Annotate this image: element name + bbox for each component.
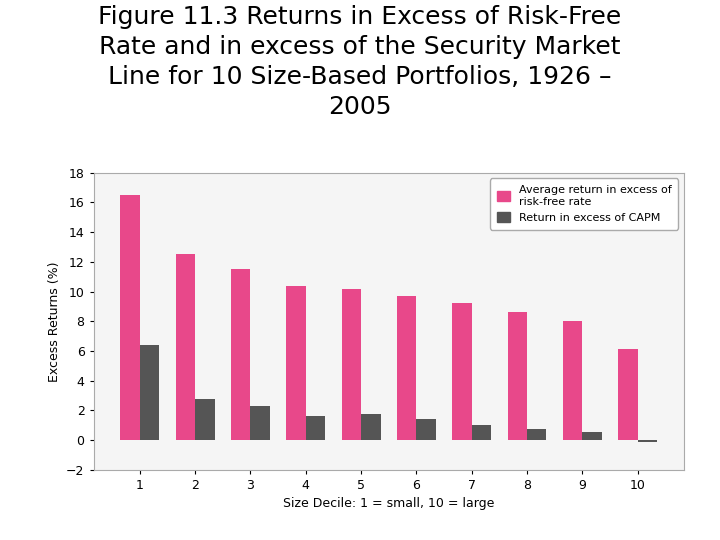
- Bar: [508, 312, 527, 440]
- Bar: [231, 268, 251, 440]
- Bar: [251, 406, 270, 440]
- Bar: [287, 286, 306, 440]
- Bar: [361, 414, 380, 440]
- Bar: [397, 296, 416, 440]
- Bar: [140, 345, 159, 440]
- Bar: [306, 416, 325, 440]
- Bar: [416, 418, 436, 440]
- Bar: [176, 254, 195, 440]
- Text: Figure 11.3 Returns in Excess of Risk-Free
Rate and in excess of the Security Ma: Figure 11.3 Returns in Excess of Risk-Fr…: [99, 5, 621, 118]
- Bar: [342, 288, 361, 440]
- X-axis label: Size Decile: 1 = small, 10 = large: Size Decile: 1 = small, 10 = large: [283, 497, 495, 510]
- Bar: [195, 399, 215, 440]
- Bar: [472, 424, 491, 440]
- Bar: [638, 440, 657, 442]
- Bar: [527, 429, 546, 440]
- Bar: [563, 321, 582, 440]
- Y-axis label: Excess Returns (%): Excess Returns (%): [48, 261, 60, 382]
- Bar: [618, 349, 638, 440]
- Legend: Average return in excess of
risk-free rate, Return in excess of CAPM: Average return in excess of risk-free ra…: [490, 178, 678, 230]
- Bar: [582, 432, 602, 440]
- Bar: [452, 303, 472, 440]
- Bar: [120, 195, 140, 440]
